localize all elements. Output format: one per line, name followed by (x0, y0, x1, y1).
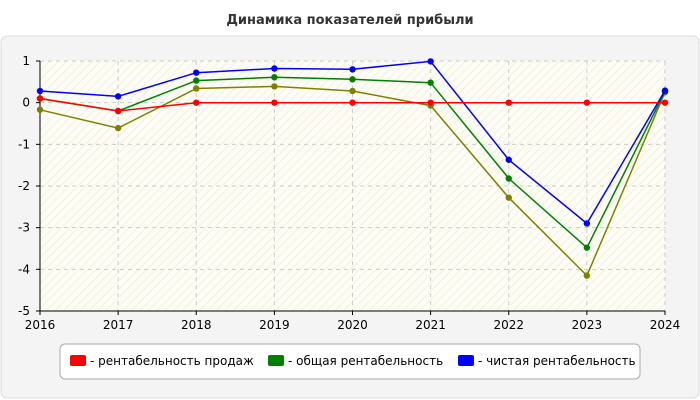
legend-swatch (458, 355, 474, 366)
y-tick-label: -1 (18, 137, 30, 151)
y-ticks: 1 0 -1 -2 -3 -4 -5 (18, 54, 40, 318)
data-point (193, 99, 200, 106)
series-layer (36, 58, 669, 279)
x-tick-label: 2023 (572, 318, 603, 332)
data-point (271, 99, 278, 106)
data-point (193, 69, 200, 76)
y-tick-label: -5 (18, 304, 30, 318)
data-point (505, 175, 512, 182)
data-point (349, 76, 356, 83)
legend: - рентабельность продаж - общая рентабел… (59, 343, 641, 380)
data-point (349, 99, 356, 106)
data-point (427, 58, 434, 65)
data-point (36, 106, 44, 113)
series-0 (36, 95, 669, 115)
x-tick-label: 2024 (650, 318, 681, 332)
data-point (36, 95, 44, 102)
data-point (661, 99, 669, 106)
y-tick-label: -2 (18, 179, 30, 193)
data-point (114, 93, 122, 100)
series-2 (36, 58, 669, 227)
x-ticks: 2016 2017 2018 2019 2020 2021 2022 2023 2024 (25, 311, 681, 332)
legend-label: - общая рентабельность (288, 354, 443, 368)
y-tick-label: -3 (18, 221, 30, 235)
x-tick-label: 2019 (259, 318, 290, 332)
data-point (349, 87, 356, 95)
data-point (36, 87, 44, 95)
data-point (583, 99, 591, 106)
y-tick-label: 1 (22, 54, 30, 68)
data-point (583, 244, 591, 251)
data-point (583, 272, 591, 279)
data-point (271, 83, 278, 90)
data-point (271, 74, 278, 81)
data-point (505, 194, 512, 201)
chart-title: Динамика показателей прибыли (226, 13, 473, 28)
x-tick-label: 2016 (25, 318, 56, 332)
data-point (427, 99, 434, 106)
x-tick-label: 2021 (415, 318, 446, 332)
data-point (193, 85, 200, 92)
data-point (193, 77, 200, 84)
data-point (271, 65, 278, 72)
legend-label: - чистая рентабельность (478, 354, 636, 368)
data-point (114, 124, 122, 132)
legend-box (59, 343, 641, 380)
x-tick-label: 2017 (103, 318, 134, 332)
data-point (505, 156, 512, 163)
data-point (427, 79, 434, 86)
data-point (114, 107, 122, 115)
y-tick-label: -4 (18, 262, 30, 276)
x-tick-label: 2018 (181, 318, 212, 332)
data-point (349, 66, 356, 73)
legend-swatch (70, 355, 86, 366)
data-point (583, 220, 591, 227)
x-tick-label: 2020 (337, 318, 368, 332)
legend-label: - рентабельность продаж (90, 354, 254, 368)
data-point (505, 99, 512, 106)
data-point (661, 87, 669, 94)
legend-swatch (268, 355, 284, 366)
y-tick-label: 0 (22, 96, 30, 110)
x-tick-label: 2022 (493, 318, 524, 332)
